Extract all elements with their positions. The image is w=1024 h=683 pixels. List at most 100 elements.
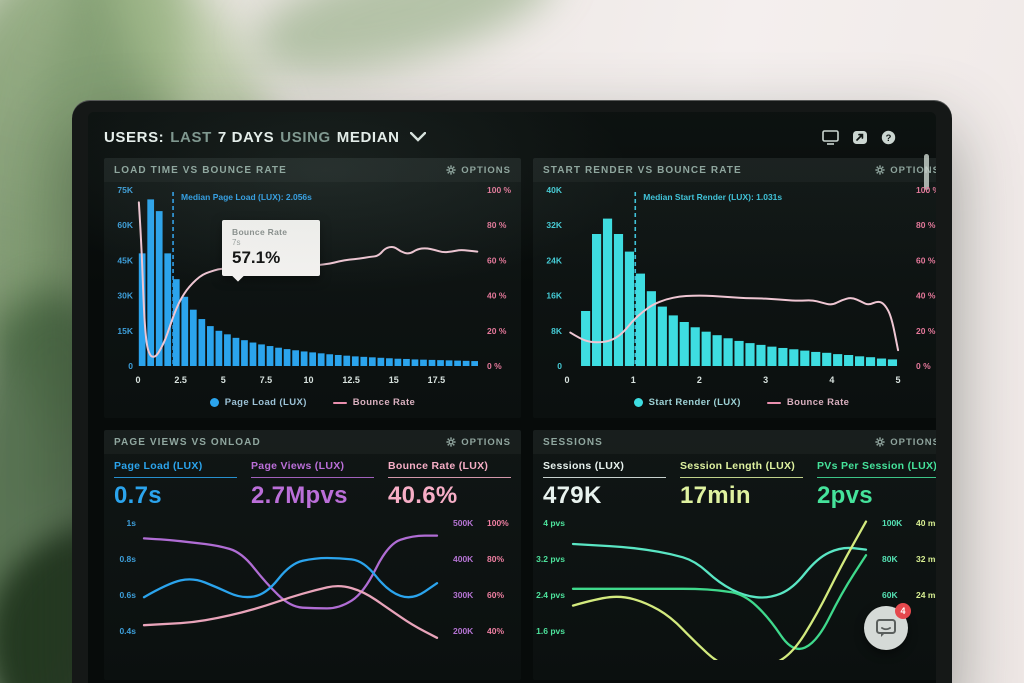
share-icon[interactable] (852, 130, 868, 145)
tooltip-value: 57.1% (232, 248, 281, 267)
panel-body: Page Load (LUX) 0.7s Page Views (LUX) 2.… (104, 454, 521, 665)
svg-text:0 %: 0 % (916, 361, 931, 371)
svg-text:3: 3 (763, 375, 768, 385)
options-label: OPTIONS (461, 436, 511, 448)
metric-page-load: Page Load (LUX) 0.7s (114, 460, 237, 510)
metric-rule (817, 477, 936, 478)
title-last: LAST (170, 128, 212, 146)
svg-text:30K: 30K (117, 291, 133, 301)
chat-unread-badge: 4 (895, 603, 911, 619)
options-label: OPTIONS (461, 164, 511, 176)
metric-pvs-per-session: PVs Per Session (LUX) 2pvs (817, 460, 936, 510)
svg-text:0 %: 0 % (487, 361, 502, 371)
chat-launcher[interactable]: 4 (864, 603, 911, 650)
gear-icon (446, 437, 456, 447)
panel-page-views-vs-onload: PAGE VIEWS VS ONLOAD OPTIONS P (104, 430, 521, 680)
svg-text:4 pvs: 4 pvs (543, 518, 565, 528)
panel-body: 40K 32K 24K 16K 8K 0 100 % 80 % 60 % 40 % 20 % 0 % 0… (533, 182, 936, 408)
display-icon[interactable] (822, 129, 839, 145)
svg-text:60K: 60K (882, 590, 898, 600)
panel-head: PAGE VIEWS VS ONLOAD OPTIONS (104, 430, 521, 454)
metric-label: PVs Per Session (LUX) (817, 460, 936, 472)
plant-leaf (242, 0, 568, 101)
svg-text:60 %: 60 % (487, 255, 507, 265)
page-views-onload-chart[interactable]: 1s 0.8s 0.6s 0.4s 500K 100% 400K 80% 300K 60% 200K… (104, 510, 521, 660)
svg-text:80 %: 80 % (487, 220, 507, 230)
svg-text:400K: 400K (453, 554, 474, 564)
metric-page-views: Page Views (LUX) 2.7Mpvs (251, 460, 374, 510)
chart-legend: Start Render (LUX) Bounce Rate (533, 397, 936, 408)
svg-text:2.4 pvs: 2.4 pvs (536, 590, 565, 600)
svg-text:0: 0 (128, 361, 133, 371)
options-button[interactable]: OPTIONS (875, 437, 936, 448)
svg-text:Median Page Load (LUX): 2.056s: Median Page Load (LUX): 2.056s (181, 192, 312, 202)
start-render-chart[interactable]: 40K 32K 24K 16K 8K 0 100 % 80 % 60 % 40 % 20 % 0 % 0… (533, 182, 936, 394)
svg-text:100%: 100% (487, 518, 509, 528)
gear-icon (875, 437, 885, 447)
legend-line-swatch (332, 401, 347, 404)
options-button[interactable]: OPTIONS (875, 165, 936, 176)
panel-title: LOAD TIME VS BOUNCE RATE (114, 164, 287, 176)
options-button[interactable]: OPTIONS (446, 165, 511, 176)
svg-text:24K: 24K (546, 255, 562, 265)
tooltip-x-value: 7s (232, 238, 241, 247)
svg-text:15: 15 (389, 375, 399, 385)
panel-body: 75K 60K 45K 30K 15K 0 100 % 80 % 60 % 40 % 20 % 0 %… (104, 182, 521, 408)
legend-item[interactable]: Bounce Rate (766, 397, 849, 408)
chevron-down-icon[interactable] (409, 132, 426, 142)
panel-title: START RENDER VS BOUNCE RATE (543, 164, 742, 176)
svg-text:0: 0 (135, 375, 140, 385)
svg-text:16K: 16K (546, 291, 562, 301)
svg-text:45K: 45K (117, 255, 133, 265)
metric-label: Page Views (LUX) (251, 460, 345, 472)
svg-text:0: 0 (557, 361, 562, 371)
options-button[interactable]: OPTIONS (446, 437, 511, 448)
legend-item[interactable]: Page Load (LUX) (209, 397, 307, 408)
svg-text:80%: 80% (487, 554, 504, 564)
metric-session-length: Session Length (LUX) 17min (680, 460, 803, 510)
page-title[interactable]: USERS: LAST 7 DAYS USING MEDIAN (104, 129, 426, 146)
svg-text:12.5: 12.5 (342, 375, 360, 385)
panel-head: LOAD TIME VS BOUNCE RATE OPTIONS (104, 158, 521, 182)
gear-icon (875, 165, 885, 175)
header-icons: ? (822, 129, 896, 145)
panel-start-render-vs-bounce-rate: START RENDER VS BOUNCE RATE OPTIONS 40K 3… (533, 158, 936, 418)
legend-label: Page Load (LUX) (224, 397, 307, 408)
svg-text:8K: 8K (551, 326, 563, 336)
svg-text:40 min: 40 min (916, 518, 936, 528)
help-icon[interactable]: ? (881, 130, 896, 145)
legend-dot-swatch (633, 398, 643, 407)
svg-text:15K: 15K (117, 326, 133, 336)
svg-text:7.5: 7.5 (260, 375, 273, 385)
metric-value: 40.6% (388, 482, 458, 509)
panel-title: PAGE VIEWS VS ONLOAD (114, 436, 261, 448)
laptop-screen: USERS: LAST 7 DAYS USING MEDIAN (72, 100, 952, 683)
svg-text:2.5: 2.5 (174, 375, 187, 385)
svg-text:2: 2 (697, 375, 702, 385)
svg-text:60%: 60% (487, 590, 504, 600)
legend-item[interactable]: Bounce Rate (332, 397, 416, 408)
svg-text:0: 0 (564, 375, 569, 385)
svg-text:10: 10 (303, 375, 313, 385)
legend-item[interactable]: Start Render (LUX) (633, 397, 741, 408)
svg-text:100 %: 100 % (916, 185, 936, 195)
metric-rule (388, 477, 511, 478)
bounce-rate-tooltip: Bounce Rate 7s 57.1% (222, 220, 320, 282)
chart-legend: Page Load (LUX) Bounce Rate (104, 397, 521, 408)
svg-text:0.6s: 0.6s (119, 590, 136, 600)
panel-title: SESSIONS (543, 436, 603, 448)
metric-sessions: Sessions (LUX) 479K (543, 460, 666, 510)
svg-text:40 %: 40 % (487, 291, 507, 301)
scrollbar[interactable] (924, 154, 929, 190)
legend-label: Bounce Rate (352, 397, 416, 408)
metric-bounce-rate: Bounce Rate (LUX) 40.6% (388, 460, 511, 510)
metric-value: 2.7Mpvs (251, 482, 348, 509)
panel-load-time-vs-bounce-rate: LOAD TIME VS BOUNCE RATE OPTIONS 75K 60K 4… (104, 158, 521, 418)
panels-grid: LOAD TIME VS BOUNCE RATE OPTIONS 75K 60K 4… (88, 156, 936, 680)
svg-text:40K: 40K (546, 185, 562, 195)
load-time-chart[interactable]: 75K 60K 45K 30K 15K 0 100 % 80 % 60 % 40 % 20 % 0 %… (104, 182, 521, 394)
tooltip-series: Bounce Rate (232, 227, 288, 237)
svg-text:80K: 80K (882, 554, 898, 564)
panel-body: Sessions (LUX) 479K Session Length (LUX)… (533, 454, 936, 671)
